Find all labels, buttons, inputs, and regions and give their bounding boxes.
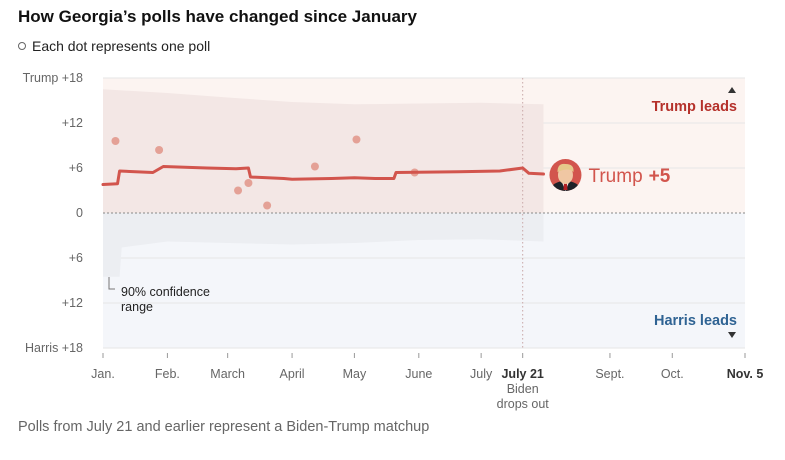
poll-dot bbox=[352, 135, 361, 144]
x-tick-label: July 21 bbox=[501, 367, 543, 381]
y-tick-label: Trump +18 bbox=[23, 71, 83, 85]
current-value-label: Trump +5 bbox=[588, 166, 670, 187]
chart-title: How Georgia’s polls have changed since J… bbox=[18, 7, 418, 26]
harris-leads-label: Harris leads bbox=[654, 313, 737, 329]
trend-line bbox=[101, 165, 545, 186]
poll-dots bbox=[111, 135, 419, 210]
x-tick-label: Sept. bbox=[595, 367, 624, 381]
x-tick-label: April bbox=[280, 367, 305, 381]
x-tick-label: Nov. 5 bbox=[727, 367, 764, 381]
dropout-label: Biden drops out bbox=[497, 382, 550, 411]
confidence-label-line1: 90% confidence bbox=[121, 285, 210, 299]
poll-dot bbox=[111, 137, 120, 145]
confidence-band bbox=[103, 89, 544, 277]
x-tick-label: Feb. bbox=[155, 367, 180, 381]
y-tick-label: +6 bbox=[69, 161, 83, 175]
y-tick-label: Harris +18 bbox=[25, 341, 83, 355]
poll-dot bbox=[234, 186, 243, 195]
legend: Each dot represents one poll bbox=[18, 38, 210, 54]
x-tick-label: July bbox=[470, 367, 493, 381]
current-candidate-name: Trump bbox=[588, 166, 642, 187]
x-tick-label: Oct. bbox=[661, 367, 684, 381]
trump-leads-label: Trump leads bbox=[652, 99, 737, 115]
confidence-annotation: 90% confidence range bbox=[108, 277, 210, 314]
y-tick-label: +6 bbox=[69, 251, 83, 265]
triangle-up-icon bbox=[728, 87, 736, 93]
poll-dot bbox=[310, 162, 319, 171]
y-axis-ticks: Trump +18 +12 +6 0 +6 +12 Harris +18 bbox=[23, 71, 83, 355]
y-tick-label: +12 bbox=[62, 116, 83, 130]
dropout-label-line1: Biden bbox=[507, 382, 539, 396]
circle-outline-icon bbox=[18, 42, 26, 50]
poll-dot bbox=[263, 201, 272, 210]
poll-dot bbox=[155, 146, 164, 154]
harris-leads-label-group: Harris leads bbox=[654, 313, 737, 338]
footnote: Polls from July 21 and earlier represent… bbox=[18, 419, 430, 435]
current-margin-value: +5 bbox=[649, 166, 671, 187]
dropout-label-line2: drops out bbox=[497, 397, 550, 411]
y-tick-label: +12 bbox=[62, 296, 83, 310]
x-tick-label: March bbox=[210, 367, 245, 381]
trump-headshot-icon bbox=[549, 159, 582, 191]
y-tick-label: 0 bbox=[76, 206, 83, 220]
x-axis-ticks: Jan. Feb. March April May June July July 21 Sept… bbox=[91, 353, 763, 381]
trump-leads-label-group: Trump leads bbox=[652, 87, 737, 115]
legend-text: Each dot represents one poll bbox=[32, 38, 211, 54]
confidence-band-upper bbox=[103, 89, 544, 213]
confidence-leader-line bbox=[108, 277, 115, 290]
x-tick-label: June bbox=[405, 367, 432, 381]
confidence-band-lower bbox=[103, 213, 544, 277]
x-tick-label: Jan. bbox=[91, 367, 115, 381]
confidence-label-line2: range bbox=[121, 300, 153, 314]
x-tick-label: May bbox=[343, 367, 367, 381]
triangle-down-icon bbox=[728, 332, 736, 338]
poll-dot bbox=[244, 179, 253, 187]
trend-line-trump bbox=[101, 165, 545, 186]
